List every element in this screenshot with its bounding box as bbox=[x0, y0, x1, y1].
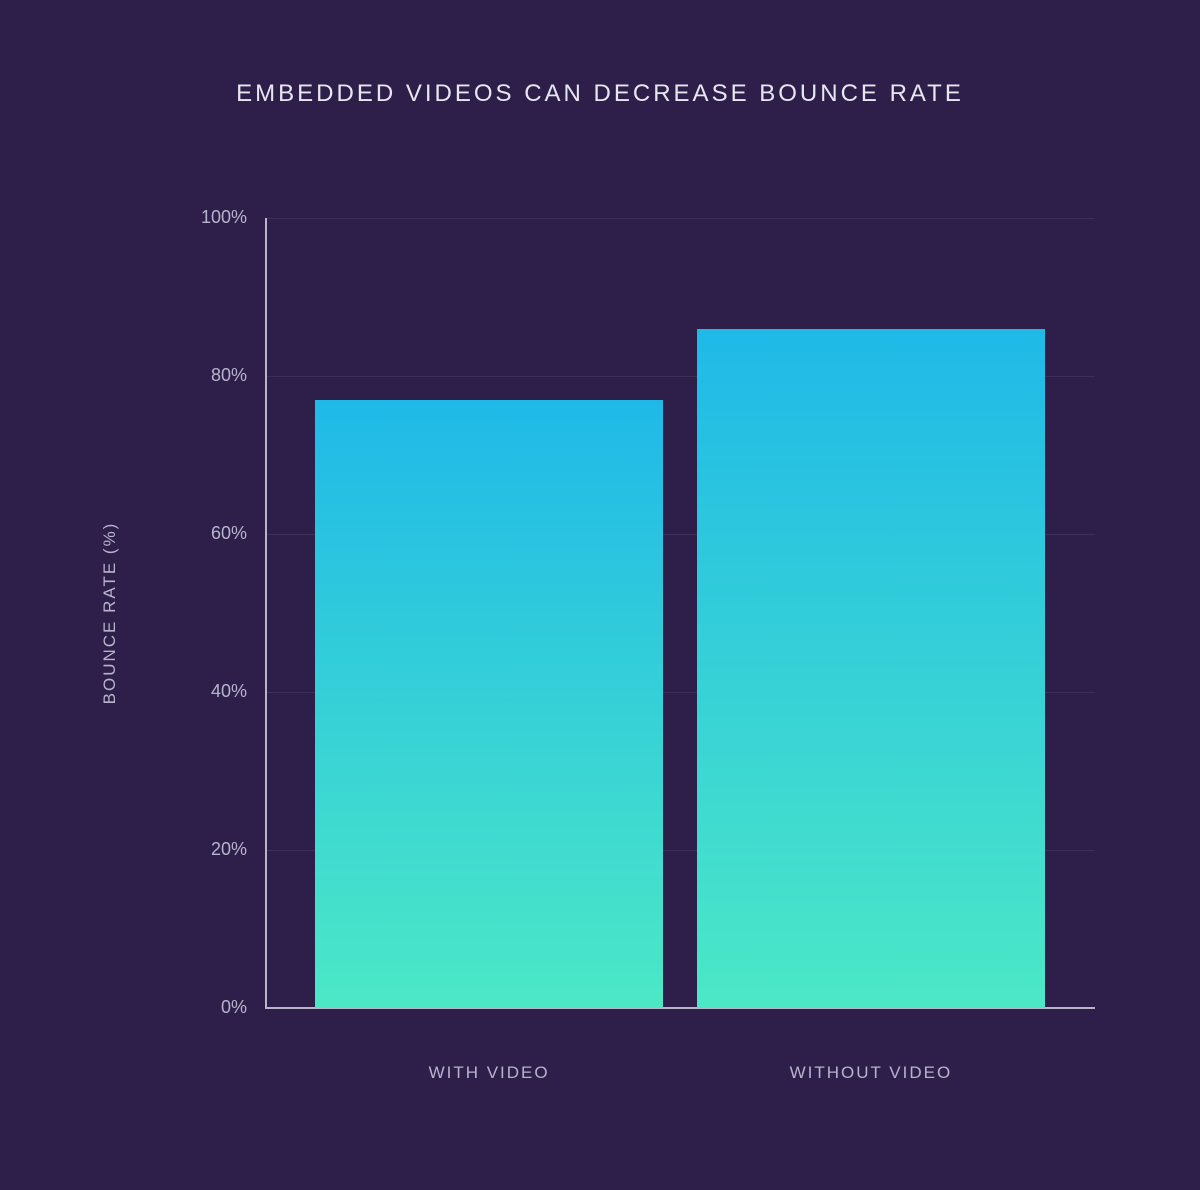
chart-title: EMBEDDED VIDEOS CAN DECREASE BOUNCE RATE bbox=[50, 80, 1150, 108]
x-tick-label: WITHOUT VIDEO bbox=[697, 1063, 1046, 1083]
bar bbox=[697, 329, 1046, 1008]
x-tick-label: WITH VIDEO bbox=[315, 1063, 664, 1083]
chart-container: EMBEDDED VIDEOS CAN DECREASE BOUNCE RATE… bbox=[50, 0, 1150, 1190]
gridline bbox=[265, 218, 1095, 219]
y-tick-label: 40% bbox=[167, 681, 247, 702]
y-axis-line bbox=[265, 218, 267, 1008]
y-tick-label: 80% bbox=[167, 365, 247, 386]
plot-area: BOUNCE RATE (%) 0%20%40%60%80%100%WITH V… bbox=[265, 218, 1095, 1008]
y-tick-label: 60% bbox=[167, 523, 247, 544]
y-axis-label: BOUNCE RATE (%) bbox=[100, 522, 120, 705]
y-tick-label: 0% bbox=[167, 997, 247, 1018]
y-tick-label: 100% bbox=[167, 207, 247, 228]
bar bbox=[315, 400, 664, 1008]
y-tick-label: 20% bbox=[167, 839, 247, 860]
